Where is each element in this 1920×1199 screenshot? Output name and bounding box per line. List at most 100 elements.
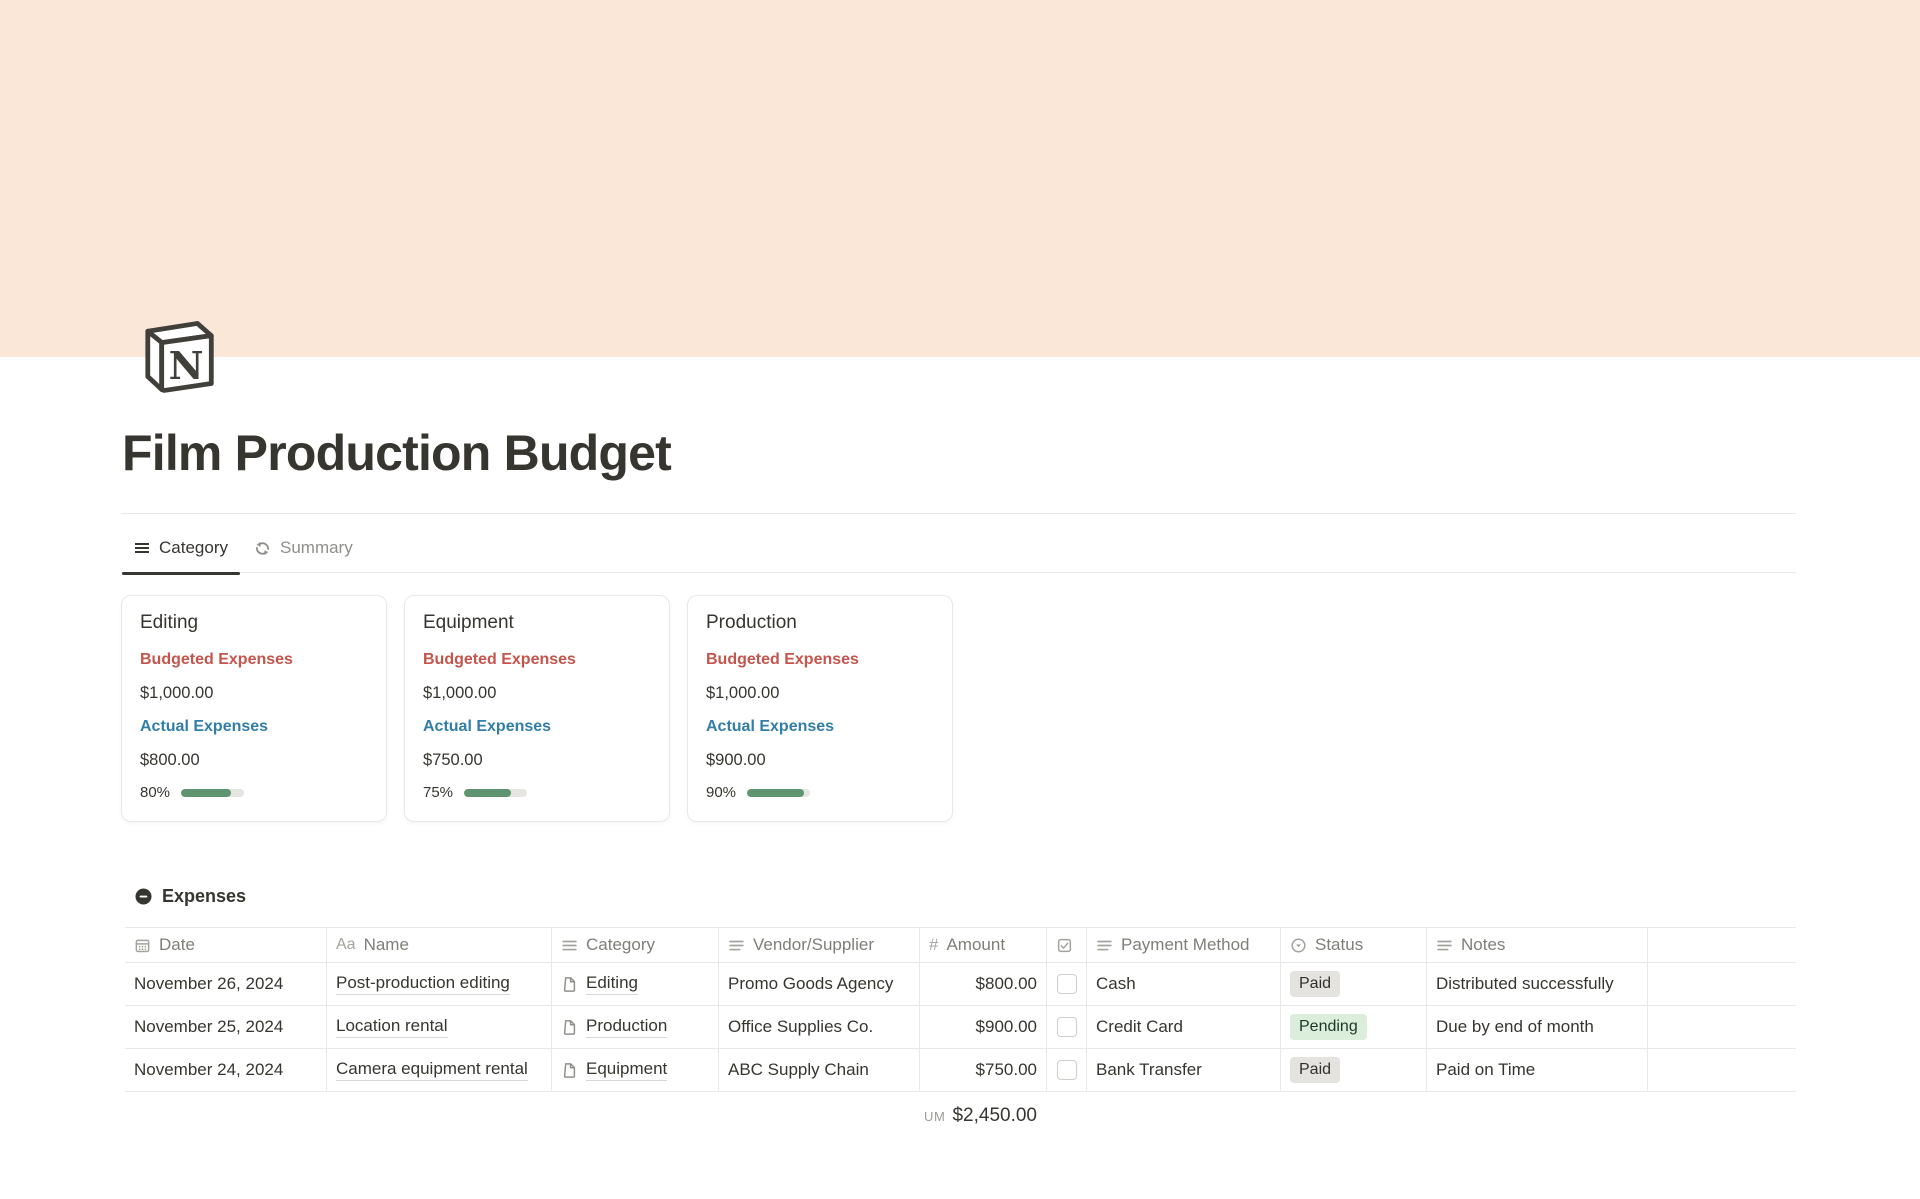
category-card-editing[interactable]: Editing Budgeted Expenses $1,000.00 Actu… (121, 595, 387, 822)
relation-link[interactable]: Production (586, 1016, 668, 1038)
column-header-empty[interactable] (1648, 927, 1796, 963)
cell-amount[interactable]: $800.00 (920, 963, 1047, 1006)
relation-link[interactable]: Equipment (586, 1059, 668, 1081)
text-lines-icon (1096, 937, 1113, 954)
view-tab-bar: Category Summary (121, 524, 1796, 575)
cell-category[interactable]: Equipment (552, 1049, 719, 1092)
expenses-table: Date Aa Name Category Vendor/Supplier # … (125, 927, 1796, 1092)
cell-vendor[interactable]: Promo Goods Agency (719, 963, 920, 1006)
cell-payment[interactable]: Bank Transfer (1087, 1049, 1281, 1092)
calendar-icon (134, 937, 151, 954)
svg-text:N: N (169, 344, 204, 389)
budgeted-expenses-value: $1,000.00 (423, 684, 497, 702)
actual-expenses-value: $800.00 (140, 751, 200, 769)
select-lines-icon (561, 937, 578, 954)
page-doc-icon (561, 1019, 578, 1036)
column-header-amount[interactable]: # Amount (920, 927, 1047, 963)
progress-bar (181, 788, 245, 797)
column-label: Amount (946, 935, 1006, 954)
cell-status[interactable]: Paid (1281, 1049, 1427, 1092)
actual-expenses-label: Actual Expenses (706, 718, 835, 735)
tab-label: Category (159, 538, 228, 557)
cell-notes[interactable]: Due by end of month (1427, 1006, 1648, 1049)
column-header-checkbox[interactable] (1047, 927, 1087, 963)
cell-status[interactable]: Pending (1281, 1006, 1427, 1049)
cell-checkbox[interactable] (1047, 1049, 1087, 1092)
progress-percent: 90% (706, 784, 737, 801)
column-header-status[interactable]: Status (1281, 927, 1427, 963)
cycle-view-icon (254, 540, 271, 557)
page-link[interactable]: Camera equipment rental (336, 1059, 528, 1081)
cell-checkbox[interactable] (1047, 963, 1087, 1006)
cell-empty[interactable] (1648, 1049, 1796, 1092)
cell-checkbox[interactable] (1047, 1006, 1087, 1049)
cell-notes[interactable]: Paid on Time (1427, 1049, 1648, 1092)
category-card-list: Editing Budgeted Expenses $1,000.00 Actu… (121, 595, 953, 822)
column-header-category[interactable]: Category (552, 927, 719, 963)
actual-expenses-label: Actual Expenses (423, 718, 552, 735)
collapse-minus-icon[interactable] (135, 888, 152, 905)
column-label: Status (1315, 935, 1364, 954)
cell-category[interactable]: Production (552, 1006, 719, 1049)
column-header-date[interactable]: Date (125, 927, 327, 963)
column-header-name[interactable]: Aa Name (327, 927, 552, 963)
column-label: Payment Method (1121, 935, 1250, 954)
progress-row: 90% (706, 784, 934, 801)
relation-link[interactable]: Editing (586, 973, 638, 995)
actual-expenses-label: Actual Expenses (140, 718, 269, 735)
budgeted-expenses-label: Budgeted Expenses (706, 651, 859, 668)
column-label: Vendor/Supplier (753, 935, 874, 954)
column-label: Name (363, 935, 409, 954)
divider (121, 513, 1796, 514)
cell-amount[interactable]: $900.00 (920, 1006, 1047, 1049)
progress-percent: 80% (140, 784, 171, 801)
status-badge: Paid (1290, 1057, 1341, 1083)
cell-payment[interactable]: Credit Card (1087, 1006, 1281, 1049)
column-header-vendor[interactable]: Vendor/Supplier (719, 927, 920, 963)
card-title: Equipment (423, 612, 514, 633)
sum-value: $2,450.00 (952, 1105, 1037, 1126)
amount-sum[interactable]: UM $2,450.00 (125, 1105, 1037, 1127)
page-doc-icon (561, 976, 578, 993)
cell-name[interactable]: Post-production editing (327, 963, 552, 1006)
page-link[interactable]: Location rental (336, 1016, 448, 1038)
status-badge: Paid (1290, 971, 1341, 997)
cell-notes[interactable]: Distributed successfully (1427, 963, 1648, 1006)
category-card-production[interactable]: Production Budgeted Expenses $1,000.00 A… (687, 595, 953, 822)
progress-bar (747, 788, 811, 797)
cell-empty[interactable] (1648, 963, 1796, 1006)
cell-empty[interactable] (1648, 1006, 1796, 1049)
checkbox-header-icon (1056, 937, 1073, 954)
cell-date[interactable]: November 26, 2024 (125, 963, 327, 1006)
checkbox-unchecked[interactable] (1057, 1060, 1077, 1080)
tab-category[interactable]: Category (121, 524, 241, 575)
page-link[interactable]: Post-production editing (336, 973, 510, 995)
checkbox-unchecked[interactable] (1057, 1017, 1077, 1037)
category-card-equipment[interactable]: Equipment Budgeted Expenses $1,000.00 Ac… (404, 595, 670, 822)
cell-payment[interactable]: Cash (1087, 963, 1281, 1006)
budgeted-expenses-label: Budgeted Expenses (140, 651, 293, 668)
cell-name[interactable]: Location rental (327, 1006, 552, 1049)
column-header-payment[interactable]: Payment Method (1087, 927, 1281, 963)
text-lines-icon (1436, 937, 1453, 954)
cell-status[interactable]: Paid (1281, 963, 1427, 1006)
tab-summary[interactable]: Summary (241, 524, 366, 573)
expenses-section-title: Expenses (162, 886, 247, 906)
page-title[interactable]: Film Production Budget (122, 425, 672, 481)
cell-vendor[interactable]: ABC Supply Chain (719, 1049, 920, 1092)
cell-name[interactable]: Camera equipment rental (327, 1049, 552, 1092)
column-header-notes[interactable]: Notes (1427, 927, 1648, 963)
cell-date[interactable]: November 25, 2024 (125, 1006, 327, 1049)
cell-date[interactable]: November 24, 2024 (125, 1049, 327, 1092)
list-view-icon (134, 540, 150, 556)
progress-row: 75% (423, 784, 651, 801)
actual-expenses-value: $750.00 (423, 751, 483, 769)
cell-category[interactable]: Editing (552, 963, 719, 1006)
progress-bar (464, 788, 528, 797)
notion-logo-icon[interactable]: N (133, 313, 220, 400)
cell-amount[interactable]: $750.00 (920, 1049, 1047, 1092)
expenses-section-header: Expenses (135, 886, 246, 907)
budgeted-expenses-label: Budgeted Expenses (423, 651, 576, 668)
checkbox-unchecked[interactable] (1057, 974, 1077, 994)
cell-vendor[interactable]: Office Supplies Co. (719, 1006, 920, 1049)
